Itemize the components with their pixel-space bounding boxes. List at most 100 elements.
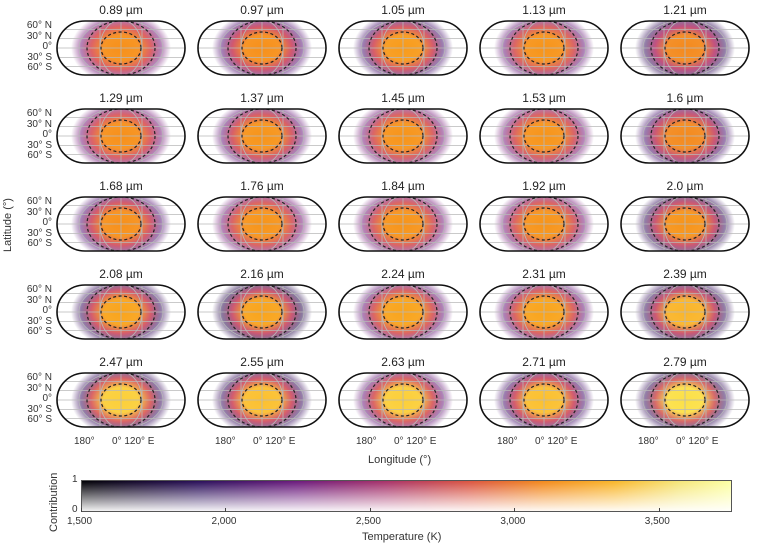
lon-tick-label: 0° 120° E: [394, 436, 437, 447]
temperature-map: [620, 284, 750, 340]
panel-title: 2.71 µm: [522, 355, 566, 369]
lat-tick-label: 30° N: [26, 382, 52, 394]
map-panel: 1.6 µm: [618, 91, 752, 172]
colorbar-tick-label: 3,000: [500, 516, 526, 527]
panel-title: 1.37 µm: [240, 91, 284, 105]
temperature-map: [479, 284, 609, 340]
lon-tick-label: 0° 120° E: [253, 436, 296, 447]
lat-tick-label: 30° N: [26, 294, 52, 306]
map-panel: 1.05 µm: [336, 3, 470, 84]
temperature-map: [620, 196, 750, 252]
panel-title: 2.24 µm: [381, 267, 425, 281]
panel-title: 0.97 µm: [240, 3, 284, 17]
lat-tick-label: 30° N: [26, 118, 52, 130]
map-panel: 1.29 µm: [54, 91, 188, 172]
temperature-map: [197, 284, 327, 340]
panel-title: 2.08 µm: [99, 267, 143, 281]
temperature-map: [56, 108, 186, 164]
colorbar-tick: [369, 508, 371, 512]
panel-title: 1.76 µm: [240, 179, 284, 193]
temperature-map: [479, 372, 609, 428]
panel-title: 1.68 µm: [99, 179, 143, 193]
temperature-map: [197, 108, 327, 164]
temperature-map: [56, 284, 186, 340]
lat-tick-label: 0°: [42, 217, 52, 229]
map-panel: 1.21 µm: [618, 3, 752, 84]
temperature-map: [56, 196, 186, 252]
lat-tick-label: 60° S: [27, 414, 52, 426]
longitude-ticks: 180° 0° 120° E: [195, 436, 329, 448]
lat-tick-label: 30° S: [27, 315, 52, 327]
longitude-ticks: 180° 0° 120° E: [54, 436, 188, 448]
longitude-ticks: 180° 0° 120° E: [336, 436, 470, 448]
lon-tick-label: 180°: [497, 436, 518, 447]
panel-title: 1.92 µm: [522, 179, 566, 193]
map-panel: 2.71 µm: [477, 355, 611, 436]
lat-tick-label: 30° N: [26, 30, 52, 42]
colorbar-tick-label: 2,500: [355, 516, 381, 527]
map-panel: 2.24 µm: [336, 267, 470, 348]
temperature-map: [479, 108, 609, 164]
temperature-map: [620, 108, 750, 164]
map-panel: 2.79 µm: [618, 355, 752, 436]
map-panel: 2.16 µm: [195, 267, 329, 348]
temperature-map: [479, 20, 609, 76]
latitude-ticks: 60° N 30° N 0° 30° S 60° S: [6, 372, 52, 426]
temperature-map: [197, 372, 327, 428]
temperature-map: [479, 196, 609, 252]
lat-tick-label: 0°: [42, 393, 52, 405]
lon-tick-label: 180°: [356, 436, 377, 447]
colorbar-tick-label: 2,000: [211, 516, 237, 527]
panel-title: 2.39 µm: [663, 267, 707, 281]
lat-tick-label: 60° S: [27, 62, 52, 74]
temperature-map: [338, 108, 468, 164]
panel-title: 1.29 µm: [99, 91, 143, 105]
lat-tick-label: 30° S: [27, 51, 52, 63]
lon-tick-label: 180°: [215, 436, 236, 447]
map-panel: 2.63 µm: [336, 355, 470, 436]
panel-title: 1.13 µm: [522, 3, 566, 17]
panel-title: 2.55 µm: [240, 355, 284, 369]
colorbar-tick: [658, 508, 660, 512]
lon-tick-label: 180°: [74, 436, 95, 447]
panel-title: 1.45 µm: [381, 91, 425, 105]
lon-tick-label: 0° 120° E: [676, 436, 719, 447]
temperature-map: [338, 284, 468, 340]
map-panel: 0.89 µm: [54, 3, 188, 84]
map-panel: 2.47 µm: [54, 355, 188, 436]
longitude-ticks: 180° 0° 120° E: [618, 436, 752, 448]
map-panel: 2.0 µm: [618, 179, 752, 260]
lat-tick-label: 60° S: [27, 150, 52, 162]
lat-tick-label: 30° S: [27, 403, 52, 415]
temperature-map: [56, 20, 186, 76]
lat-tick-label: 0°: [42, 41, 52, 53]
temperature-map: [620, 20, 750, 76]
x-axis-title: Longitude (°): [368, 454, 432, 466]
panel-title: 2.31 µm: [522, 267, 566, 281]
panel-title: 2.16 µm: [240, 267, 284, 281]
lat-tick-label: 60° N: [26, 196, 52, 207]
temperature-map: [338, 20, 468, 76]
lat-tick-label: 60° N: [26, 20, 52, 31]
latitude-ticks: 60° N 30° N 0° 30° S 60° S: [6, 20, 52, 74]
map-panel: 0.97 µm: [195, 3, 329, 84]
map-panel: 1.37 µm: [195, 91, 329, 172]
lat-tick-label: 60° N: [26, 108, 52, 119]
map-panel: 1.84 µm: [336, 179, 470, 260]
panel-title: 0.89 µm: [99, 3, 143, 17]
panel-title: 1.21 µm: [663, 3, 707, 17]
panel-title: 1.05 µm: [381, 3, 425, 17]
panel-title: 2.79 µm: [663, 355, 707, 369]
panel-title: 2.0 µm: [666, 179, 704, 193]
lat-tick-label: 30° S: [27, 227, 52, 239]
map-panel: 1.76 µm: [195, 179, 329, 260]
colorbar-y-title: Contribution: [48, 472, 60, 532]
lat-tick-label: 0°: [42, 305, 52, 317]
panel-title: 1.84 µm: [381, 179, 425, 193]
temperature-map: [197, 20, 327, 76]
colorbar-tick: [514, 508, 516, 512]
panel-title: 1.6 µm: [666, 91, 704, 105]
latitude-ticks: 60° N 30° N 0° 30° S 60° S: [6, 196, 52, 250]
latitude-ticks: 60° N 30° N 0° 30° S 60° S: [6, 284, 52, 338]
map-panel: 2.55 µm: [195, 355, 329, 436]
